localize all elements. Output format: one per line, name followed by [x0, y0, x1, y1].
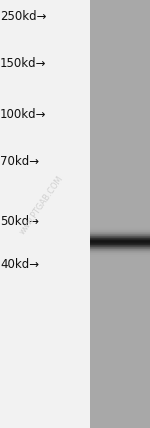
Bar [90, 259, 150, 260]
Bar [90, 227, 150, 228]
Bar [90, 219, 150, 220]
Bar [90, 245, 150, 246]
Text: 50kd→: 50kd→ [0, 215, 39, 228]
Bar [90, 232, 150, 233]
Text: 250kd→: 250kd→ [0, 10, 46, 23]
Text: 150kd→: 150kd→ [0, 57, 46, 70]
Bar [90, 233, 150, 234]
Bar [90, 267, 150, 268]
Bar [90, 258, 150, 259]
Bar [90, 250, 150, 251]
Bar [90, 231, 150, 232]
Bar [90, 218, 150, 219]
Bar [90, 243, 150, 244]
Bar [90, 235, 150, 236]
Bar [90, 261, 150, 262]
Bar [90, 251, 150, 252]
Bar [90, 246, 150, 247]
Bar [90, 228, 150, 229]
Bar [90, 247, 150, 248]
Bar [90, 0, 150, 428]
Bar [90, 215, 150, 216]
Bar [90, 255, 150, 256]
Bar [90, 216, 150, 217]
Bar [90, 263, 150, 264]
Bar [90, 242, 150, 243]
Bar [90, 240, 150, 241]
Bar [90, 253, 150, 254]
Bar [90, 264, 150, 265]
Bar [90, 249, 150, 250]
Bar [90, 225, 150, 226]
Bar [90, 238, 150, 239]
Bar [90, 239, 150, 240]
Bar [90, 266, 150, 267]
Bar [90, 248, 150, 249]
Bar [90, 220, 150, 221]
Bar [90, 260, 150, 261]
Bar [90, 244, 150, 245]
Bar [90, 256, 150, 257]
Bar [90, 217, 150, 218]
Bar [90, 254, 150, 255]
Bar [90, 223, 150, 224]
Bar [90, 237, 150, 238]
Bar [90, 222, 150, 223]
Bar [90, 265, 150, 266]
Bar [90, 257, 150, 258]
Bar [90, 226, 150, 227]
Bar [90, 268, 150, 269]
Bar [90, 229, 150, 230]
Bar [90, 241, 150, 242]
Bar [90, 230, 150, 231]
Bar [90, 262, 150, 263]
Text: 100kd→: 100kd→ [0, 108, 46, 121]
Bar [90, 236, 150, 237]
Bar [90, 252, 150, 253]
Text: www.PTGAB.COM: www.PTGAB.COM [18, 175, 66, 236]
Bar [90, 234, 150, 235]
Bar [90, 224, 150, 225]
Text: 40kd→: 40kd→ [0, 258, 39, 271]
Text: 70kd→: 70kd→ [0, 155, 39, 168]
Bar [90, 221, 150, 222]
